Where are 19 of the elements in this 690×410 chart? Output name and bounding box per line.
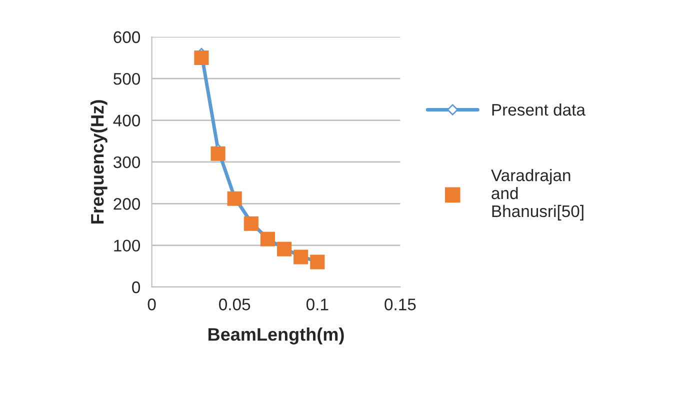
point [210, 146, 226, 161]
x-tick-label: 0 [148, 298, 156, 310]
x-tick-label: 0.05 [219, 298, 250, 310]
point [227, 191, 242, 206]
legend-label: Varadrajan and Bhanusri[50] [491, 169, 584, 220]
y-tick-label: 300 [114, 156, 140, 168]
point [194, 50, 209, 66]
x-tick-label: 0.1 [306, 298, 328, 310]
x-axis-title: BeamLength(m) [208, 328, 344, 344]
y-tick-label: 500 [114, 72, 140, 85]
legend-label: Present data [492, 103, 586, 116]
point [244, 216, 258, 231]
y-axis-title: Frequency(Hz) [90, 100, 108, 224]
y-tick-label: 100 [114, 240, 140, 252]
y-tick-label: 0 [132, 281, 140, 294]
x-tick-label: 0.15 [384, 298, 416, 310]
y-tick-label: 600 [114, 31, 140, 44]
y-tick-label: 200 [114, 198, 140, 210]
y-tick-label: 400 [113, 114, 140, 126]
